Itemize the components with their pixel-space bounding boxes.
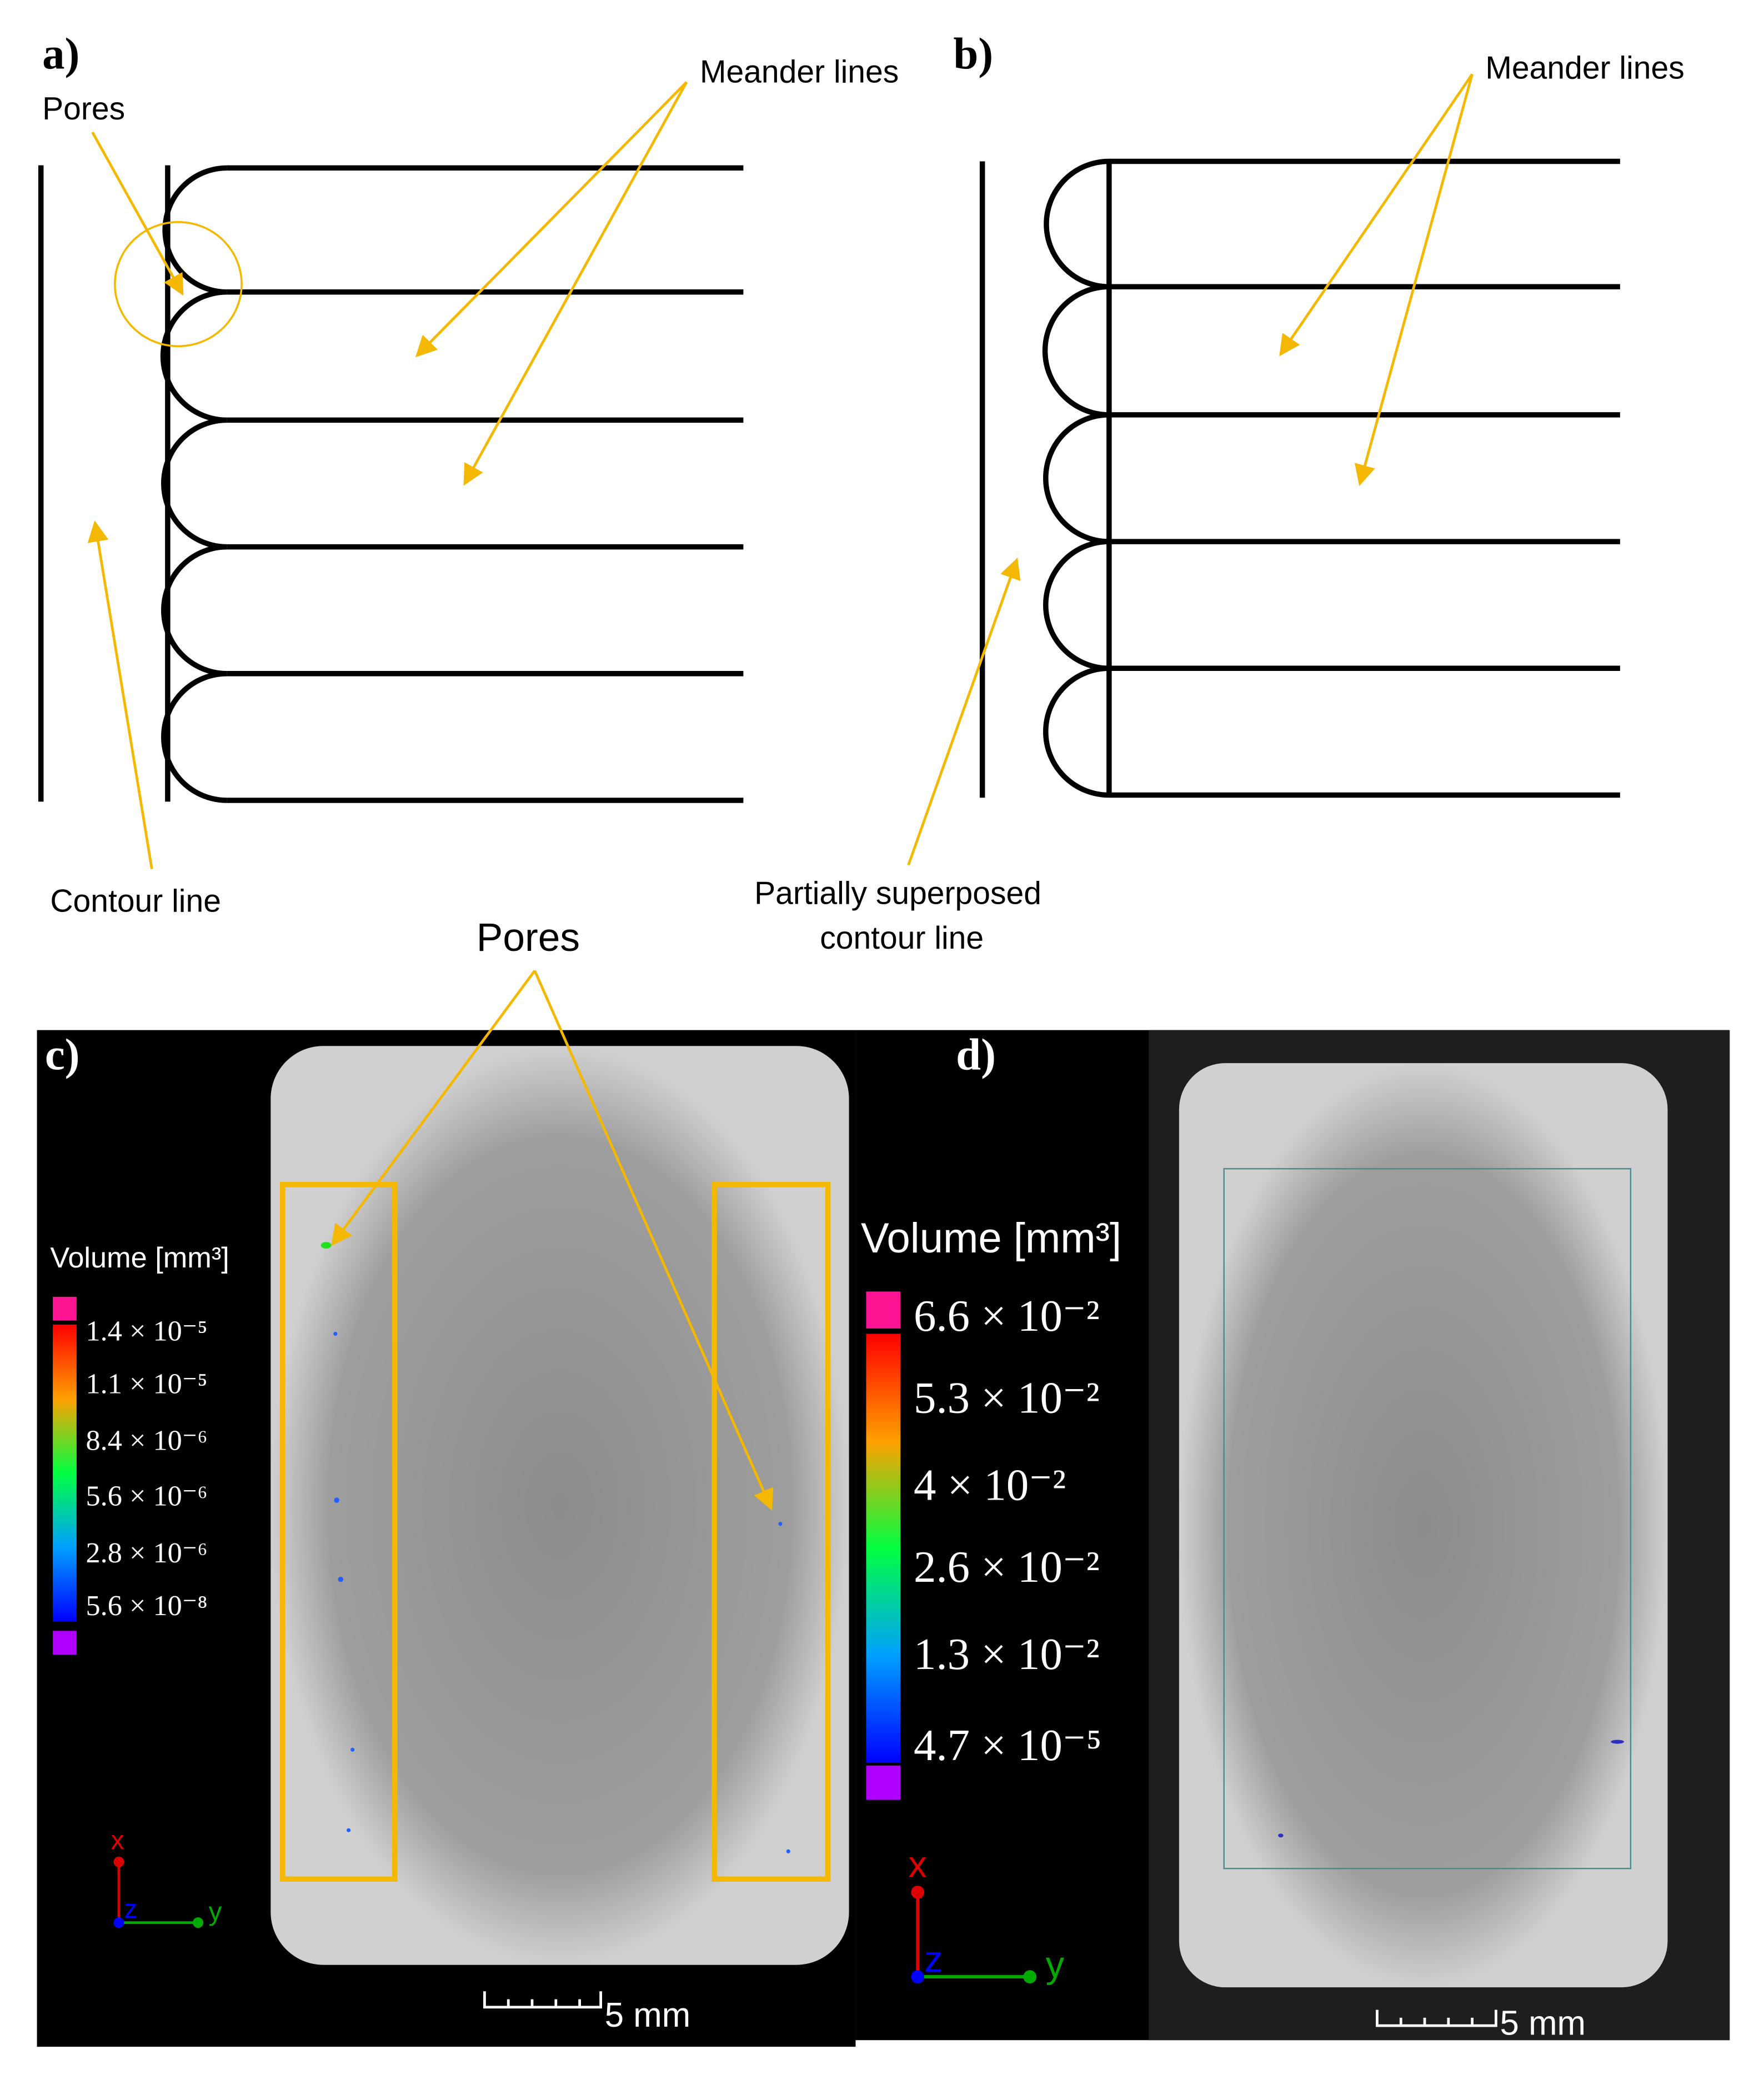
shape-line <box>533 970 774 1511</box>
shape-ellipse <box>114 221 243 348</box>
annotation: contour line <box>820 920 984 956</box>
shape-circle <box>1023 1970 1037 1984</box>
group <box>333 1331 790 1853</box>
axis-label: y <box>209 1897 222 1927</box>
colorbar-title: Volume [mm³] <box>50 1242 229 1274</box>
axis-label: y <box>1046 1944 1065 1986</box>
axis-label: z <box>924 1939 943 1981</box>
annotation: Meander lines <box>700 54 899 90</box>
shape-line <box>87 520 153 870</box>
colorbar-label: 2.8 × 10⁻⁶ <box>86 1537 208 1569</box>
shape-rect <box>53 1324 77 1622</box>
shape-line <box>1279 73 1474 357</box>
group: 1.4 × 10⁻⁵ 1.1 × 10⁻⁵ 8.4 × 10⁻⁶ 5.6 × 1… <box>86 1315 208 1621</box>
shape-ellipse <box>320 1242 332 1249</box>
shape-rect <box>53 1631 77 1655</box>
shape-path <box>160 165 227 803</box>
colorbar-label: 2.6 × 10⁻² <box>914 1542 1100 1592</box>
panel-c: Pores c) Volume [mm³] 1.4 × 10⁻⁵ 1.1 × 1… <box>37 915 856 2047</box>
shape-rect <box>1223 1168 1632 1870</box>
shape-path <box>227 165 744 803</box>
shape-path <box>483 1991 603 2009</box>
shape-rect <box>866 1291 901 1329</box>
shape-circle <box>338 1576 344 1582</box>
annotation: Pores <box>42 91 125 127</box>
colorbar-label: 5.3 × 10⁻² <box>914 1374 1100 1423</box>
shape-line <box>463 81 688 486</box>
shape-path <box>1109 158 1620 798</box>
group: 6.6 × 10⁻² 5.3 × 10⁻² 4 × 10⁻² 2.6 × 10⁻… <box>914 1291 1102 1770</box>
panel-label: d) <box>956 1030 996 1080</box>
colorbar-label: 1.4 × 10⁻⁵ <box>86 1315 208 1347</box>
axis-label: x <box>909 1844 927 1885</box>
colorbar-label: 1.3 × 10⁻² <box>914 1630 1100 1679</box>
shape-line <box>91 131 184 296</box>
shape-line <box>907 557 1021 866</box>
colorbar-label: 1.1 × 10⁻⁵ <box>86 1368 208 1400</box>
scale-label: 5 mm <box>1500 2004 1586 2042</box>
colorbar-title: Volume [mm³] <box>861 1215 1121 1262</box>
colorbar-label: 4 × 10⁻² <box>914 1460 1066 1510</box>
shape-path <box>1042 158 1109 798</box>
shape-rect <box>711 1182 831 1882</box>
panel-b: b) Meander lines Partially superposed co… <box>754 29 1685 956</box>
shape-rect <box>53 1296 77 1321</box>
group <box>1278 1740 1625 1838</box>
shape-circle <box>911 1970 925 1984</box>
shape-ellipse <box>1611 1740 1625 1744</box>
colorbar-label: 8.4 × 10⁻⁶ <box>86 1425 208 1457</box>
colorbar-label: 5.6 × 10⁻⁸ <box>86 1590 208 1622</box>
colorbar-label: 6.6 × 10⁻² <box>914 1291 1100 1341</box>
annotation: Meander lines <box>1485 50 1684 86</box>
shape-circle <box>113 1856 124 1867</box>
shape-line <box>1355 73 1474 487</box>
colorbar-label: 4.7 × 10⁻⁵ <box>914 1721 1102 1770</box>
shape-line <box>415 81 688 358</box>
shape-circle <box>778 1522 783 1526</box>
scale-label: 5 mm <box>605 1996 691 2034</box>
shape-circle <box>113 1917 124 1928</box>
shape-rect <box>866 1334 901 1763</box>
shape-path <box>1376 2009 1497 2027</box>
panel-label: a) <box>42 29 79 79</box>
axis-label: z <box>124 1894 137 1924</box>
shape-circle <box>786 1849 790 1853</box>
annotation: Contour line <box>50 884 221 919</box>
shape-circle <box>350 1747 355 1752</box>
shape-circle <box>193 1917 204 1928</box>
annotation: Partially superposed <box>754 875 1041 911</box>
shape-rect <box>270 1046 849 1965</box>
shape-rect <box>279 1182 398 1882</box>
shape-circle <box>334 1497 339 1503</box>
shape-rect <box>866 1765 901 1800</box>
shape-rect <box>1179 1063 1668 1988</box>
shape-line <box>331 970 536 1246</box>
panel-d: d) Volume [mm³] 6.6 × 10⁻² 5.3 × 10⁻² 4 … <box>855 1030 1730 2042</box>
panel-a: a) Pores Meander lines Contour line <box>38 29 899 919</box>
annotation: Pores <box>477 915 580 960</box>
panel-label: c) <box>45 1030 80 1080</box>
axis-label: x <box>111 1826 124 1855</box>
colorbar-label: 5.6 × 10⁻⁶ <box>86 1480 208 1512</box>
panel-label: b) <box>953 29 993 79</box>
shape-circle <box>911 1886 925 1899</box>
shape-ellipse <box>1278 1833 1284 1838</box>
shape-circle <box>347 1828 351 1832</box>
shape-circle <box>333 1331 338 1336</box>
